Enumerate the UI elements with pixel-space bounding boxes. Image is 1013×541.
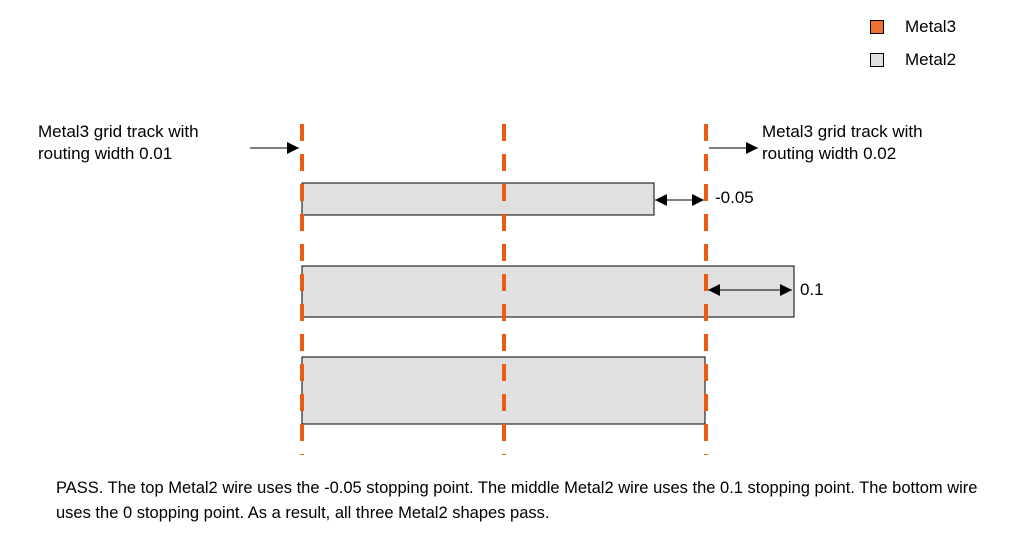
metal2-wire-top (301, 182, 655, 216)
right-track-label-line1: Metal3 grid track with (762, 122, 923, 141)
metal2-swatch (870, 52, 884, 67)
legend-label-metal2: Metal2 (905, 49, 957, 69)
legend-item-metal2: Metal2 (870, 43, 1000, 76)
top-wire-offset-label: -0.05 (715, 188, 754, 207)
caption-text: PASS. The top Metal2 wire uses the -0.05… (56, 479, 978, 522)
right-track-label: Metal3 grid track with routing width 0.0… (762, 121, 923, 165)
left-track-label-line1: Metal3 grid track with (38, 122, 199, 141)
legend: Metal3 Metal2 (870, 10, 1000, 76)
right-track-label-line2: routing width 0.02 (762, 144, 897, 163)
legend-label-metal3: Metal3 (905, 16, 957, 36)
left-track-label-line2: routing width 0.01 (38, 144, 173, 163)
legend-item-metal3: Metal3 (870, 10, 1000, 43)
metal2-wire-middle (301, 265, 795, 318)
middle-wire-offset-label: 0.1 (800, 280, 824, 299)
metal3-swatch (870, 19, 884, 34)
left-track-label: Metal3 grid track with routing width 0.0… (38, 121, 199, 165)
